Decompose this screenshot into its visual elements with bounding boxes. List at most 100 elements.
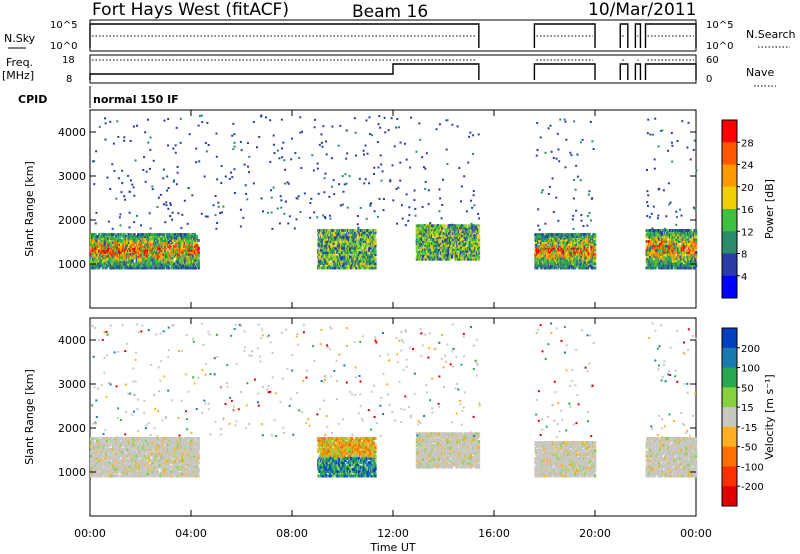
data-cell <box>134 237 137 241</box>
data-cell <box>105 266 108 270</box>
data-cell <box>374 229 377 232</box>
data-cell <box>137 244 141 248</box>
data-cell <box>147 248 150 252</box>
data-cell <box>147 240 151 244</box>
data-cell <box>93 254 96 258</box>
data-cell <box>594 246 597 250</box>
data-cell <box>144 237 147 241</box>
data-cell <box>113 237 116 241</box>
data-cell <box>143 248 146 252</box>
data-cell <box>114 262 117 266</box>
freq-label: Freq. <box>6 56 33 69</box>
data-cell <box>129 252 133 256</box>
data-cell <box>122 239 125 243</box>
nsky-trace <box>644 23 697 48</box>
data-cell <box>161 264 164 268</box>
data-cell <box>477 234 481 238</box>
freq-tick-low: 8 <box>66 74 72 85</box>
data-cell <box>152 233 155 237</box>
data-cell <box>122 264 125 268</box>
data-cell <box>166 239 169 243</box>
data-cell <box>148 256 152 260</box>
data-cell <box>120 240 123 244</box>
data-cell <box>134 254 137 258</box>
data-cell <box>149 242 152 246</box>
data-cell <box>119 242 123 246</box>
data-cell <box>166 248 169 252</box>
data-cell <box>93 240 96 244</box>
data-cell <box>100 262 104 266</box>
data-cell <box>165 242 168 246</box>
data-cell <box>97 262 100 266</box>
data-cell <box>122 246 125 250</box>
data-cell <box>92 260 95 264</box>
data-cell <box>139 256 142 260</box>
data-cell <box>126 250 129 254</box>
cpid-value: normal 150 IF <box>93 93 179 106</box>
data-cell <box>96 242 99 246</box>
data-cell <box>115 250 118 254</box>
data-cell <box>125 258 128 262</box>
data-cell <box>164 250 167 254</box>
data-cell <box>135 248 138 252</box>
data-cell <box>130 254 133 258</box>
data-cell <box>147 266 150 270</box>
data-cell <box>146 254 149 258</box>
nsky-trace <box>89 23 480 48</box>
data-cell <box>90 264 93 268</box>
data-cell <box>125 254 128 258</box>
data-cell <box>95 240 98 244</box>
data-cell <box>91 248 95 252</box>
data-cell <box>150 239 153 243</box>
data-cell <box>112 256 115 260</box>
data-cell <box>148 266 152 270</box>
data-cell <box>153 254 156 258</box>
data-cell <box>98 233 101 237</box>
data-cell <box>146 264 149 268</box>
nsky-panel: N.Sky 10^5 10^0 10^5 10^0 N.Search <box>4 19 796 52</box>
data-cell <box>166 254 169 258</box>
data-cell <box>111 233 114 237</box>
data-cell <box>374 248 377 252</box>
data-cell <box>107 254 110 258</box>
data-cell <box>136 244 139 248</box>
station-title: Fort Hays West (fitACF) <box>92 0 289 20</box>
data-cell <box>104 248 107 252</box>
data-cell <box>141 246 144 250</box>
nsearch-tick-high: 10^5 <box>706 20 733 31</box>
data-cell <box>153 242 156 246</box>
data-cell <box>128 248 132 252</box>
data-cell <box>159 250 162 254</box>
freq-unit: [MHz] <box>2 69 34 82</box>
data-cell <box>128 244 131 248</box>
data-cell <box>107 237 110 241</box>
data-cell <box>134 262 137 266</box>
data-cell <box>122 240 125 244</box>
freq-tick-high: 18 <box>62 55 75 66</box>
data-cell <box>145 244 148 248</box>
data-cell <box>112 239 115 243</box>
data-cell <box>98 266 101 270</box>
data-cell <box>96 258 99 262</box>
data-cell <box>135 235 138 239</box>
data-cell <box>137 235 140 239</box>
data-cell <box>99 237 102 241</box>
data-cell <box>163 235 166 239</box>
data-cell <box>139 252 142 256</box>
data-cell <box>166 262 169 266</box>
data-cell <box>128 237 132 241</box>
data-cell <box>131 242 134 246</box>
data-cell <box>93 239 96 243</box>
data-cell <box>594 262 597 266</box>
data-cell <box>115 244 118 248</box>
freq-trace <box>644 63 697 80</box>
data-cell <box>114 246 117 250</box>
data-cell <box>101 240 104 244</box>
data-cell <box>109 239 113 243</box>
data-cell <box>106 264 109 268</box>
data-cell <box>159 258 162 262</box>
data-cell <box>155 266 158 270</box>
data-cell <box>156 240 159 244</box>
data-cell <box>465 224 468 228</box>
